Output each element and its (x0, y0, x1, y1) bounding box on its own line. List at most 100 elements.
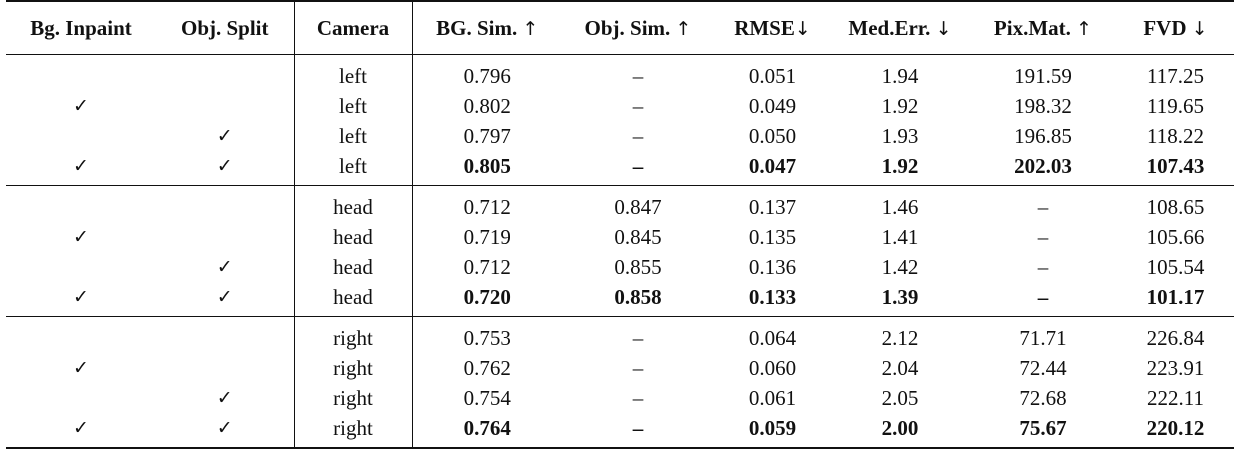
camera-cell: head (294, 185, 413, 222)
obj-sim-cell: 0.858 (614, 284, 662, 309)
table-row: ✓ ✓ head 0.720 0.858 0.133 1.39 – 101.17 (6, 282, 1234, 317)
bg-sim-cell: 0.762 (463, 355, 511, 380)
obj-split-check-icon (156, 316, 295, 353)
header-camera: Camera (294, 1, 413, 55)
table-row: ✓ ✓ left 0.805 – 0.047 1.92 202.03 107.4… (6, 151, 1234, 186)
bg-sim-cell: 0.796 (463, 63, 511, 88)
bg-sim-cell: 0.753 (463, 325, 511, 350)
table-row: ✓ head 0.719 0.845 0.135 1.41 – 105.66 (6, 222, 1234, 252)
bg-sim-cell: 0.797 (463, 123, 511, 148)
arrow-up-icon: ↑ (1076, 17, 1093, 40)
table-row: ✓ right 0.754 – 0.061 2.05 72.68 222.11 (6, 383, 1234, 413)
obj-split-check-icon (156, 185, 295, 222)
ablation-results-table: Bg. Inpaint Obj. Split Camera BG. Sim. ↑… (6, 0, 1234, 449)
camera-cell: head (294, 252, 413, 282)
fvd-cell: 118.22 (1147, 123, 1204, 148)
med-err-cell: 1.94 (881, 63, 919, 88)
pix-mat-cell: 75.67 (1019, 415, 1067, 440)
med-err-cell: 1.39 (881, 284, 919, 309)
obj-split-check-icon: ✓ (156, 151, 295, 186)
obj-sim-cell: – (632, 355, 644, 380)
table-row: ✓ left 0.797 – 0.050 1.93 196.85 118.22 (6, 121, 1234, 151)
bg-inpaint-check-icon: ✓ (73, 286, 89, 308)
table-header: Bg. Inpaint Obj. Split Camera BG. Sim. ↑… (6, 1, 1234, 55)
header-fvd: FVD ↓ (1143, 15, 1208, 40)
med-err-cell: 2.12 (881, 325, 919, 350)
camera-cell: left (294, 151, 413, 186)
camera-group: left 0.796 – 0.051 1.94 191.59 117.25 ✓ … (6, 54, 1234, 186)
camera-cell: left (294, 91, 413, 121)
header-bg-inpaint: Bg. Inpaint (30, 15, 132, 40)
obj-split-check-icon (156, 91, 295, 121)
fvd-cell: 223.91 (1146, 355, 1205, 380)
obj-sim-cell: – (632, 123, 644, 148)
camera-group: right 0.753 – 0.064 2.12 71.71 226.84 ✓ … (6, 316, 1234, 448)
obj-split-check-icon: ✓ (156, 252, 295, 282)
bg-inpaint-check-icon: ✓ (73, 417, 89, 439)
rmse-cell: 0.049 (748, 93, 797, 118)
header-bg-sim: BG. Sim. ↑ (436, 15, 539, 40)
camera-cell: head (294, 222, 413, 252)
bg-inpaint-check-icon (6, 121, 156, 151)
camera-group: head 0.712 0.847 0.137 1.46 – 108.65 ✓ h… (6, 185, 1234, 317)
med-err-cell: 2.05 (881, 385, 919, 410)
med-err-cell: 1.41 (881, 224, 919, 249)
pix-mat-cell: 196.85 (1014, 123, 1072, 148)
pix-mat-cell: – (1037, 284, 1049, 309)
header-rmse: RMSE↓ (734, 15, 811, 40)
rmse-cell: 0.060 (748, 355, 797, 380)
fvd-cell: 226.84 (1146, 325, 1205, 350)
med-err-cell: 1.46 (881, 194, 919, 219)
bg-inpaint-check-icon (6, 317, 156, 354)
bg-inpaint-check-icon: ✓ (73, 95, 89, 117)
bg-inpaint-check-icon (6, 55, 156, 92)
bg-sim-cell: 0.720 (463, 284, 511, 309)
camera-cell: right (294, 316, 413, 353)
med-err-cell: 2.00 (881, 415, 919, 440)
obj-sim-cell: 0.855 (614, 254, 662, 279)
obj-split-check-icon: ✓ (156, 121, 295, 151)
obj-split-check-icon (156, 54, 295, 91)
table-row: right 0.753 – 0.064 2.12 71.71 226.84 (6, 316, 1234, 354)
bg-sim-cell: 0.802 (463, 93, 511, 118)
table-row: left 0.796 – 0.051 1.94 191.59 117.25 (6, 54, 1234, 92)
obj-sim-cell: – (632, 325, 644, 350)
bg-sim-cell: 0.805 (463, 153, 511, 178)
obj-sim-cell: 0.845 (614, 224, 662, 249)
obj-sim-cell: – (632, 385, 644, 410)
rmse-cell: 0.050 (748, 123, 797, 148)
rmse-cell: 0.051 (748, 63, 797, 88)
table-row: ✓ right 0.762 – 0.060 2.04 72.44 223.91 (6, 353, 1234, 383)
rmse-cell: 0.133 (748, 284, 797, 309)
pix-mat-cell: 191.59 (1014, 63, 1072, 88)
obj-split-check-icon: ✓ (156, 383, 295, 413)
table-row: ✓ head 0.712 0.855 0.136 1.42 – 105.54 (6, 252, 1234, 282)
camera-cell: left (294, 121, 413, 151)
pix-mat-cell: – (1037, 224, 1049, 249)
rmse-cell: 0.135 (748, 224, 797, 249)
fvd-cell: 117.25 (1147, 63, 1204, 88)
camera-cell: head (294, 282, 413, 317)
obj-sim-cell: – (632, 415, 644, 440)
med-err-cell: 1.92 (881, 153, 919, 178)
rmse-cell: 0.137 (748, 194, 797, 219)
pix-mat-cell: – (1037, 254, 1049, 279)
bg-inpaint-check-icon: ✓ (73, 226, 89, 248)
header-pix-mat: Pix.Mat. ↑ (993, 15, 1093, 40)
arrow-up-icon: ↑ (522, 17, 539, 40)
arrow-up-icon: ↑ (675, 17, 692, 40)
fvd-cell: 220.12 (1146, 415, 1205, 440)
obj-sim-cell: 0.847 (614, 194, 662, 219)
fvd-cell: 105.54 (1146, 254, 1205, 279)
med-err-cell: 1.42 (881, 254, 919, 279)
pix-mat-cell: 72.68 (1019, 385, 1067, 410)
obj-split-check-icon: ✓ (156, 282, 295, 317)
rmse-cell: 0.136 (748, 254, 797, 279)
bg-inpaint-check-icon (6, 252, 156, 282)
fvd-cell: 101.17 (1146, 284, 1205, 309)
obj-split-check-icon (156, 353, 295, 383)
obj-sim-cell: – (632, 153, 644, 178)
obj-sim-cell: – (632, 93, 644, 118)
pix-mat-cell: 202.03 (1014, 153, 1072, 178)
